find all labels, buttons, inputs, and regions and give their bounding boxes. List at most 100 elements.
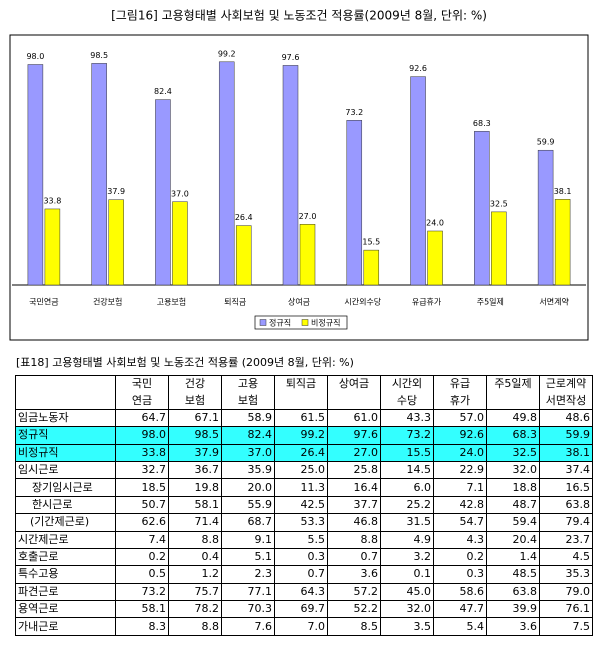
row-label: (기간제근로)	[15, 513, 116, 532]
cell: 8.8	[168, 617, 222, 636]
bar	[108, 199, 124, 286]
cell: 5.4	[433, 617, 487, 636]
cell: 77.1	[221, 582, 275, 602]
cell: 0.2	[433, 547, 487, 567]
x-tick-label: 서면계약	[539, 297, 569, 307]
cell: 1.2	[168, 565, 222, 584]
header-cell: 주5일제	[486, 375, 540, 393]
cell: 14.5	[380, 460, 434, 480]
bar	[491, 211, 507, 286]
cell: 59.9	[539, 426, 593, 445]
chart: [그림16] 고용형태별 사회보험 및 노동조건 적용률(2009년 8월, 단…	[9, 9, 589, 341]
cell: 19.8	[168, 478, 222, 497]
cell: 22.9	[433, 460, 487, 480]
header-cell: 근로계약	[539, 375, 593, 393]
cell: 32.7	[115, 460, 169, 480]
value-label: 37.9	[107, 187, 125, 196]
row-label: 시간제근로	[15, 530, 116, 549]
cell: 37.7	[327, 495, 381, 515]
bar	[299, 224, 316, 286]
cell: 38.1	[539, 443, 593, 462]
row-label: 가내근로	[15, 617, 116, 636]
row-label: 임시근로	[15, 460, 116, 480]
value-label: 82.4	[154, 87, 172, 96]
bar	[282, 65, 299, 286]
bar	[474, 131, 490, 286]
row-label: 한시근로	[15, 495, 116, 515]
header-cell: 퇴직금	[274, 375, 328, 393]
cell: 58.6	[433, 582, 487, 602]
bar	[537, 149, 554, 286]
cell: 48.6	[539, 408, 593, 428]
cell: 35.9	[221, 460, 275, 480]
cell: 48.5	[486, 565, 540, 584]
bar	[155, 99, 171, 286]
row-label: 임금노동자	[15, 408, 116, 428]
legend-label: 정규직	[269, 318, 291, 328]
cell: 48.7	[486, 495, 540, 515]
cell: 64.7	[115, 408, 169, 428]
table-row: 임시근로 32.7 36.7 35.9 25.0 25.8 14.5 22.9 32.0 37.4	[15, 460, 593, 480]
cell: 82.4	[221, 426, 275, 445]
table-row: (기간제근로) 62.6 71.4 68.7 53.3 46.8 31.5 54.7 59.4 7…	[15, 513, 593, 532]
cell: 78.2	[168, 600, 222, 619]
cell: 42.8	[433, 495, 487, 515]
cell: 8.8	[168, 530, 222, 549]
value-label: 32.5	[490, 199, 508, 208]
cell: 31.5	[380, 513, 434, 532]
header-cell: 건강	[168, 375, 222, 393]
bar	[427, 230, 443, 286]
cell: 0.3	[433, 565, 487, 584]
cell: 58.1	[115, 600, 169, 619]
bar	[218, 61, 235, 286]
cell: 36.7	[168, 460, 222, 480]
header-cell: 고용	[221, 375, 275, 393]
table-row: 비정규직 33.8 37.9 37.0 26.4 27.0 15.5 24.0 32.5 38.1	[15, 443, 593, 462]
header-cell: 휴가	[433, 392, 487, 410]
cell: 4.5	[539, 547, 593, 567]
x-tick-label: 퇴직금	[224, 297, 246, 307]
value-label: 33.8	[43, 196, 61, 205]
cell: 7.5	[539, 617, 593, 636]
cell: 18.8	[486, 478, 540, 497]
cell: 3.6	[327, 565, 381, 584]
table-row: 정규직 98.0 98.5 82.4 99.2 97.6 73.2 92.6 68.3 59.9	[15, 426, 593, 445]
cell: 7.6	[221, 617, 275, 636]
x-tick-label: 주5일제	[477, 298, 504, 307]
cell: 79.0	[539, 582, 593, 602]
bar	[172, 201, 188, 286]
bar	[235, 225, 252, 286]
header-cell: 국민	[115, 375, 169, 393]
cell: 37.9	[168, 443, 222, 462]
header-cell: 상여금	[327, 375, 381, 393]
table-row: 임금노동자 64.7 67.1 58.9 61.5 61.0 43.3 57.0 49.8 48.…	[15, 408, 593, 428]
cell: 58.1	[168, 495, 222, 515]
cell: 7.4	[115, 530, 169, 549]
cell: 54.7	[433, 513, 487, 532]
cell: 5.5	[274, 530, 328, 549]
cell: 33.8	[115, 443, 169, 462]
header-cell	[327, 392, 381, 410]
table-row: 장기임시근로 18.5 19.8 20.0 11.3 16.4 6.0 7.1 18.8 16.5	[15, 478, 593, 497]
cell: 62.6	[115, 513, 169, 532]
value-label: 68.3	[473, 119, 491, 128]
cell: 0.2	[115, 547, 169, 567]
value-label: 59.9	[537, 138, 555, 147]
header-cell: 연금	[115, 392, 169, 410]
cell: 8.5	[327, 617, 381, 636]
x-tick-label: 국민연금	[29, 297, 58, 307]
cell: 73.2	[115, 582, 169, 602]
cell: 8.8	[327, 530, 381, 549]
cell: 98.5	[168, 426, 222, 445]
x-tick-label: 고용보험	[157, 298, 186, 307]
cell: 4.9	[380, 530, 434, 549]
row-label: 특수고용	[15, 565, 116, 584]
legend-swatch	[259, 319, 267, 326]
cell: 57.0	[433, 408, 487, 428]
cell: 26.4	[274, 443, 328, 462]
cell: 75.7	[168, 582, 222, 602]
cell: 11.3	[274, 478, 328, 497]
value-label: 37.0	[171, 189, 189, 198]
row-label: 파견근로	[15, 582, 116, 602]
cell: 57.2	[327, 582, 381, 602]
